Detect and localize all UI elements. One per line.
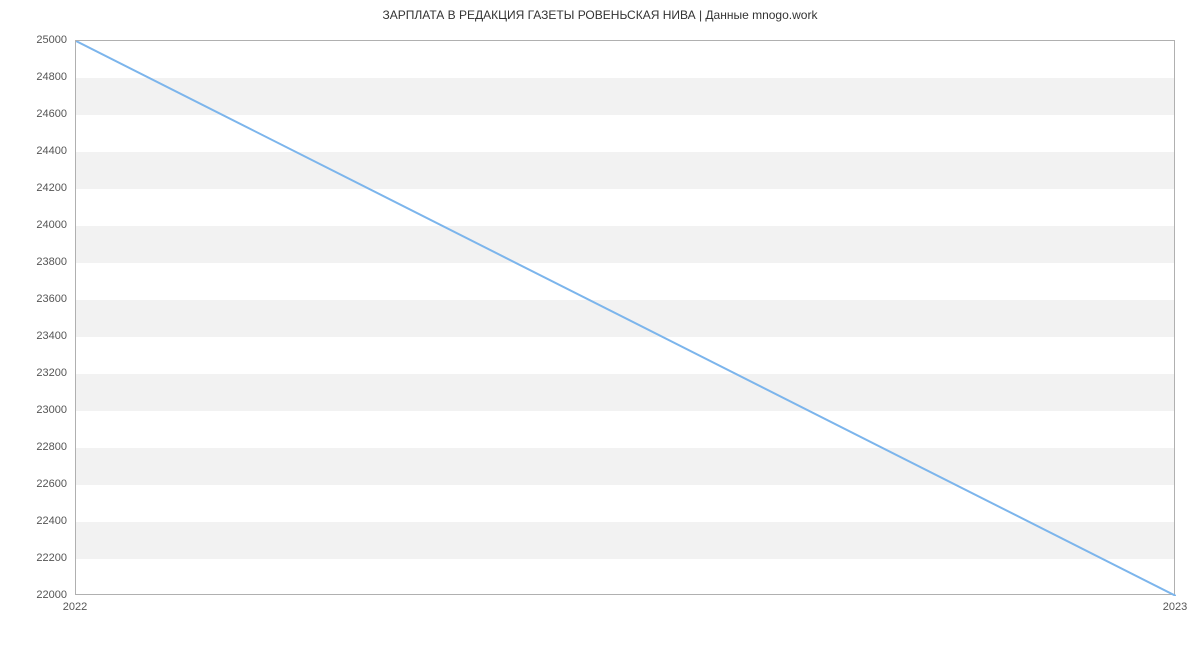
x-axis-tick-label: 2023 xyxy=(1163,601,1187,613)
y-axis-tick-label: 24800 xyxy=(36,71,67,83)
y-axis-tick-label: 24600 xyxy=(36,108,67,120)
line-path xyxy=(76,41,1176,596)
line-series xyxy=(76,41,1176,596)
y-axis-tick-label: 24200 xyxy=(36,182,67,194)
chart-container: 2200022200224002260022800230002320023400… xyxy=(75,40,1175,610)
chart-title: ЗАРПЛАТА В РЕДАКЦИЯ ГАЗЕТЫ РОВЕНЬСКАЯ НИ… xyxy=(0,0,1200,30)
y-axis-tick-label: 22600 xyxy=(36,478,67,490)
plot-area xyxy=(75,40,1175,595)
y-axis-tick-label: 24000 xyxy=(36,219,67,231)
y-axis-tick-label: 24400 xyxy=(36,145,67,157)
y-axis-tick-label: 23000 xyxy=(36,404,67,416)
y-axis-tick-label: 23800 xyxy=(36,256,67,268)
y-axis-tick-label: 22400 xyxy=(36,515,67,527)
y-axis-tick-label: 22800 xyxy=(36,441,67,453)
y-axis-tick-label: 23600 xyxy=(36,293,67,305)
y-axis-tick-label: 22200 xyxy=(36,552,67,564)
x-axis-tick-label: 2022 xyxy=(63,601,87,613)
y-axis-tick-label: 23400 xyxy=(36,330,67,342)
y-axis-tick-label: 23200 xyxy=(36,367,67,379)
y-axis-tick-label: 25000 xyxy=(36,34,67,46)
y-axis-tick-label: 22000 xyxy=(36,589,67,601)
